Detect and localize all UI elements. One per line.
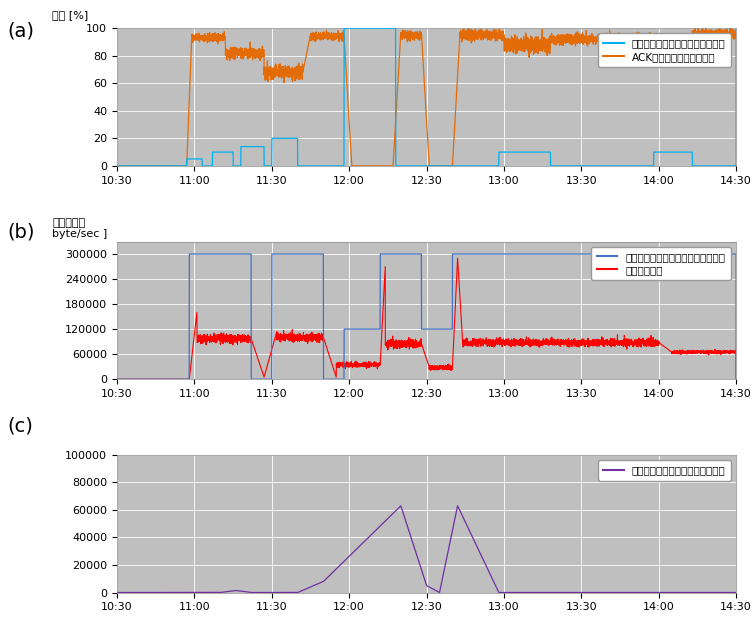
Legend: バッファに蓄積されたパケット数: バッファに蓄積されたパケット数 <box>598 460 731 480</box>
Text: (c): (c) <box>8 417 33 436</box>
Legend: （動的制御による）送信レート上限, 実送信レート: （動的制御による）送信レート上限, 実送信レート <box>591 247 731 280</box>
Text: (a): (a) <box>8 22 35 41</box>
Text: (b): (b) <box>8 223 35 241</box>
Text: 割合 [%]: 割合 [%] <box>52 10 88 20</box>
Legend: 設定妄害率（パケットの棄却率）, ACK受信率（送信成功率）: 設定妄害率（パケットの棄却率）, ACK受信率（送信成功率） <box>598 33 731 67</box>
Text: byte/sec ]: byte/sec ] <box>52 229 107 239</box>
Text: 転送レート: 転送レート <box>52 218 85 228</box>
